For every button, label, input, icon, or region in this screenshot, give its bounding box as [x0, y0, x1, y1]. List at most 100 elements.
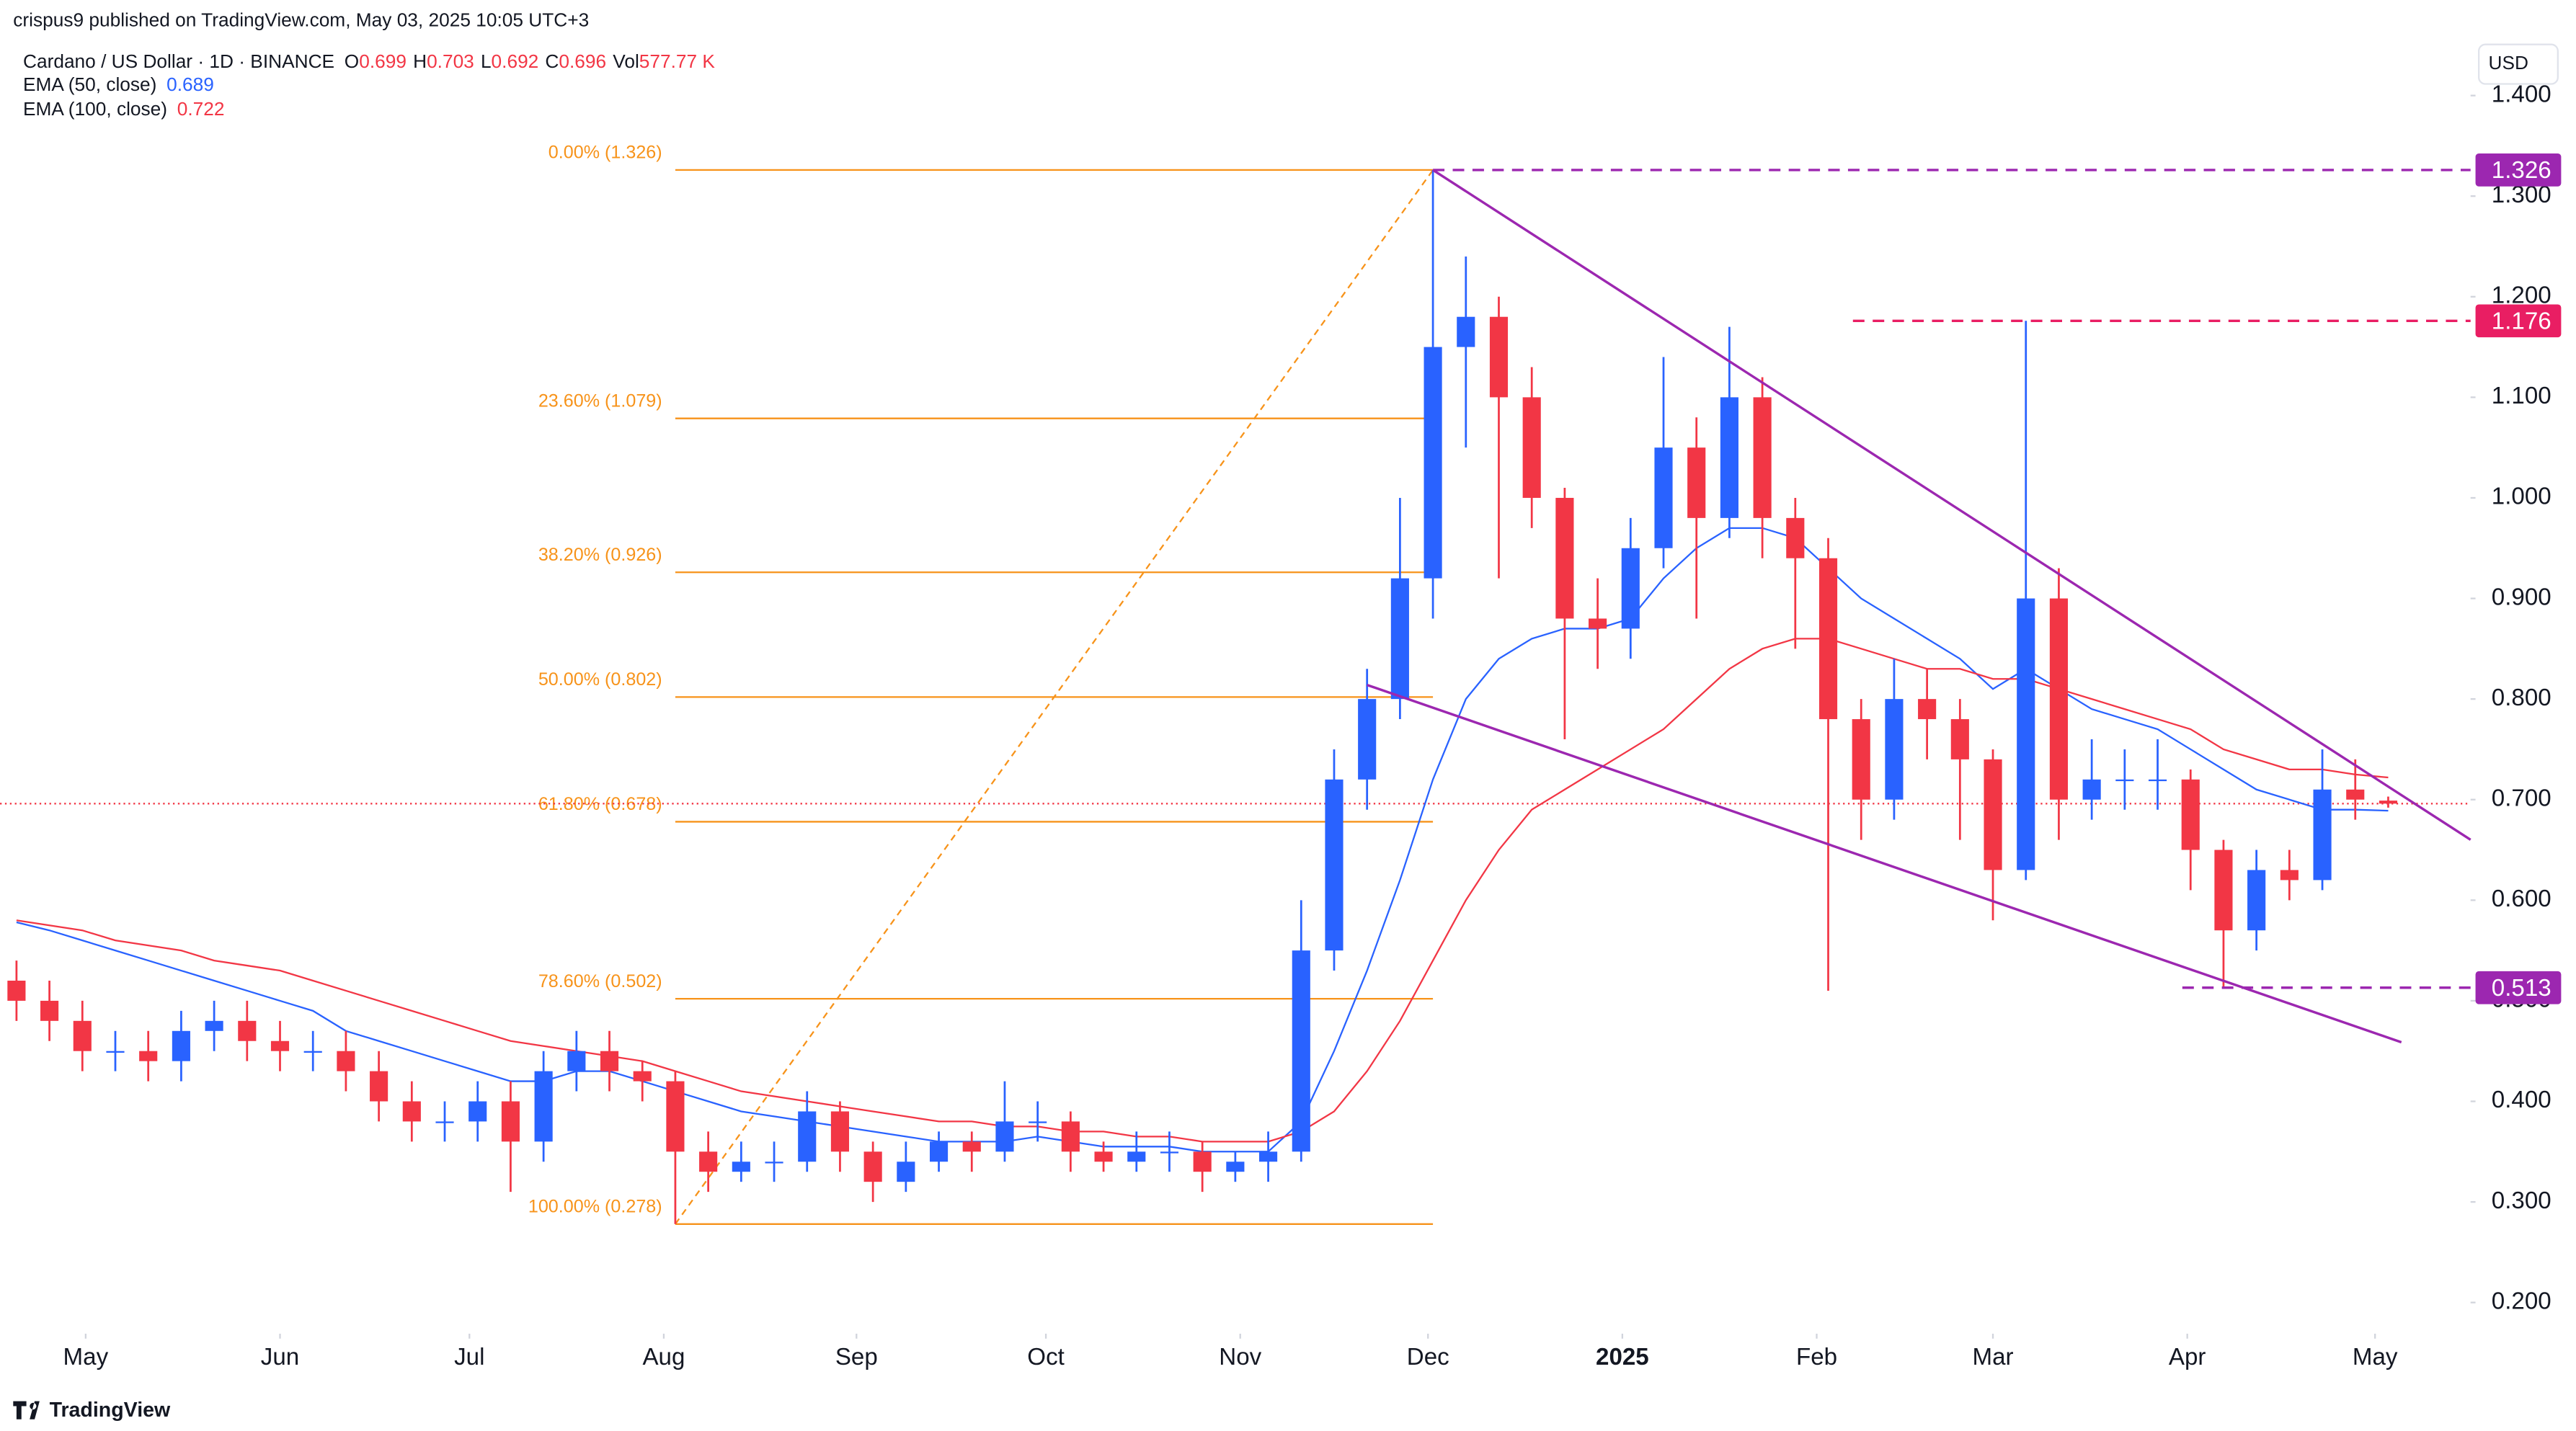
candle-body: [2313, 789, 2332, 881]
candle-body: [1818, 558, 1838, 720]
candle-body: [765, 1162, 783, 1164]
legend-name: EMA (50, close): [23, 73, 156, 95]
price-level-box: [2475, 971, 2562, 1004]
fib-label: 0.00% (1.326): [548, 143, 662, 163]
candle-body: [830, 1111, 850, 1152]
candle-body: [370, 1071, 388, 1102]
candle-body: [1654, 447, 1673, 548]
candle-body: [929, 1141, 949, 1162]
x-tick-label: Feb: [1796, 1344, 1837, 1370]
candle-body: [2247, 870, 2266, 931]
y-tick-label: 1.400: [2492, 81, 2551, 107]
candle-body: [238, 1020, 257, 1041]
candle-body: [2346, 789, 2365, 800]
candle-body: [1127, 1151, 1146, 1162]
candle-body: [205, 1020, 223, 1031]
candle-body: [1522, 397, 1541, 498]
candle-body: [7, 980, 26, 1001]
candle-body: [1687, 447, 1706, 518]
candle-body: [501, 1101, 520, 1142]
candle-body: [2181, 779, 2200, 850]
candle-body: [73, 1020, 92, 1051]
fib-label: 100.00% (0.278): [528, 1197, 662, 1217]
currency-box[interactable]: [2478, 43, 2559, 85]
candle-body: [798, 1111, 817, 1162]
legend-value: 0.689: [166, 73, 214, 95]
candle-body: [139, 1051, 158, 1061]
candle-body: [337, 1051, 355, 1071]
candle-body: [666, 1081, 685, 1152]
published-by: crispus9 published on TradingView.com, M…: [13, 9, 589, 31]
ohlc-label: L: [481, 50, 492, 72]
ohlc-value: 0.703: [427, 50, 474, 72]
candle-body: [1358, 699, 1377, 780]
legend-name: EMA (100, close): [23, 98, 167, 120]
y-tick-label: 0.200: [2492, 1288, 2551, 1314]
candle-body: [1325, 779, 1343, 951]
candle-body: [1852, 719, 1870, 800]
price-level-box: [2475, 304, 2562, 338]
symbol-header: Cardano / US Dollar · 1D · BINANCE O0.699…: [23, 50, 715, 72]
price-level-box: [2475, 153, 2562, 187]
fib-label: 78.60% (0.502): [538, 971, 662, 991]
candle-body: [633, 1071, 652, 1082]
candle-body: [1950, 719, 1969, 759]
candle-body: [567, 1051, 586, 1071]
ohlc-value: 0.699: [359, 50, 407, 72]
vol-label: Vol: [613, 50, 639, 72]
fib-label: 50.00% (0.802): [538, 669, 662, 690]
candle-body: [2115, 779, 2134, 782]
candle-body: [1489, 316, 1509, 398]
symbol: Cardano / US Dollar · 1D · BINANCE: [23, 50, 334, 72]
x-tick-label: Sep: [835, 1344, 878, 1370]
candle-body: [1292, 950, 1310, 1152]
candle-body: [1193, 1151, 1212, 1172]
ohlc-label: H: [413, 50, 427, 72]
x-tick-label: 2025: [1596, 1344, 1649, 1370]
candle-body: [1160, 1151, 1179, 1154]
candle-body: [1555, 497, 1574, 619]
candle-body: [962, 1141, 981, 1152]
trendline-upper: [1432, 169, 2471, 841]
candle-body: [1885, 699, 1904, 800]
ema50-legend: EMA (50, close) 0.689: [23, 73, 214, 95]
candle-body: [303, 1051, 322, 1053]
candle-body: [1984, 759, 2002, 870]
y-tick-label: 0.300: [2492, 1187, 2551, 1214]
candle-body: [897, 1162, 915, 1182]
y-tick-label: 0.400: [2492, 1087, 2551, 1113]
y-tick-label: 1.000: [2492, 483, 2551, 510]
y-tick-label: 0.800: [2492, 685, 2551, 711]
candle-body: [435, 1121, 454, 1123]
candle-body: [468, 1101, 487, 1122]
candle-body: [863, 1151, 882, 1182]
candle-body: [2049, 598, 2069, 800]
candle-body: [1621, 548, 1640, 629]
candle-body: [402, 1101, 421, 1122]
x-tick-label: Aug: [642, 1344, 685, 1370]
ohlc-label: O: [345, 50, 359, 72]
candle-body: [2082, 779, 2101, 800]
trendline-lower: [1367, 683, 2402, 1044]
price-level-label: 0.513: [2492, 975, 2551, 1002]
candle-body: [172, 1030, 190, 1061]
vol-value: 577.77 K: [639, 50, 716, 72]
price-level-label: 1.326: [2492, 157, 2551, 184]
x-tick-label: May: [2353, 1344, 2398, 1370]
x-tick-label: May: [63, 1344, 109, 1370]
candle-body: [106, 1051, 125, 1053]
candle-body: [732, 1162, 750, 1172]
price-level-label: 1.176: [2492, 308, 2551, 334]
candle-body: [270, 1040, 290, 1051]
candle-body: [1061, 1121, 1080, 1152]
candle-body: [1424, 347, 1442, 579]
candle-body: [1390, 578, 1409, 700]
fib-label: 23.60% (1.079): [538, 391, 662, 411]
currency[interactable]: USD: [2489, 52, 2528, 73]
candle-body: [1457, 316, 1475, 347]
candle-body: [1720, 397, 1738, 518]
candle-body: [699, 1151, 718, 1172]
candle-body: [600, 1051, 619, 1071]
